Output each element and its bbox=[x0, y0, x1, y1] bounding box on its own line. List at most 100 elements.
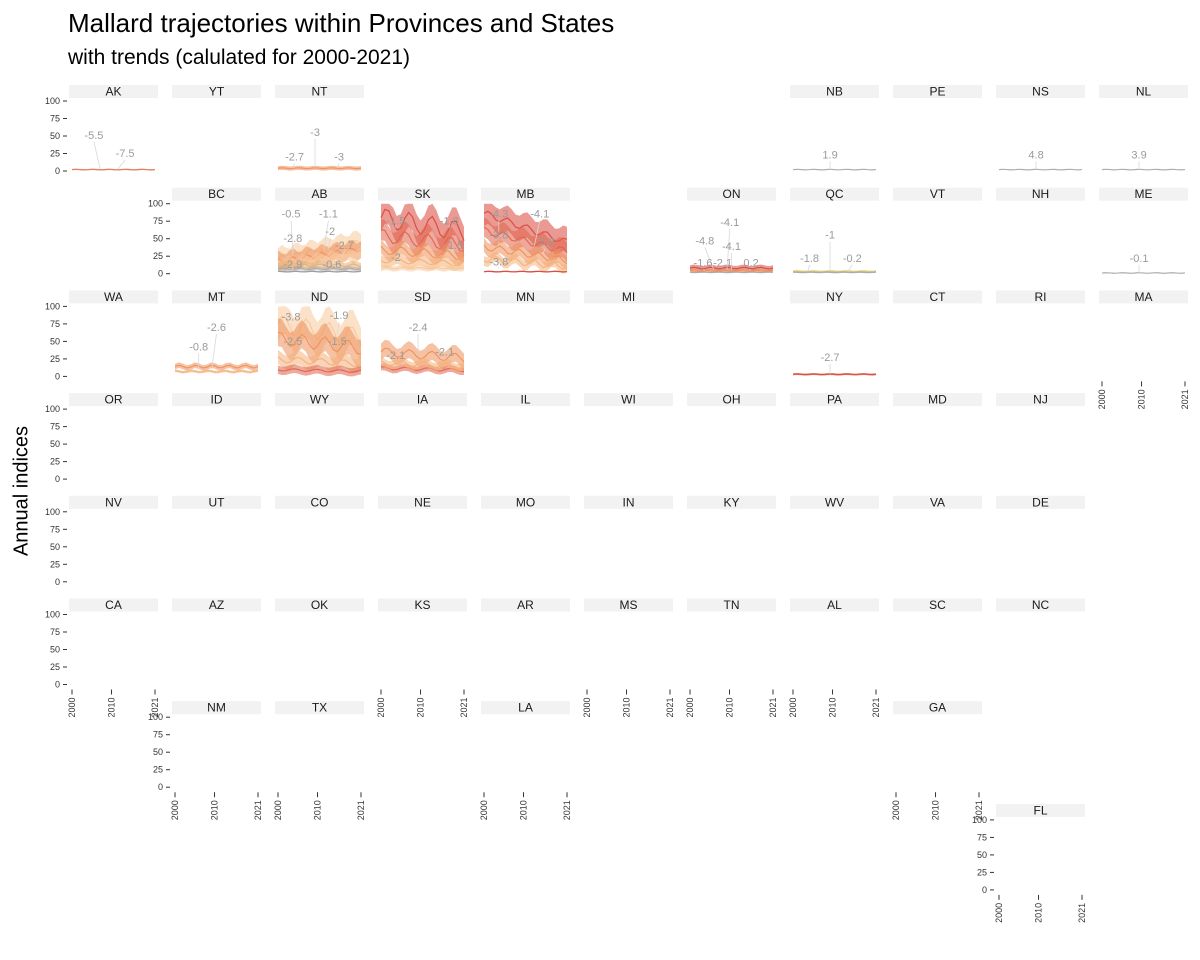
strip-bg bbox=[378, 598, 467, 612]
trend-label: -4.3 bbox=[489, 209, 508, 221]
panel-mt: MT -2.6 -0.8 bbox=[172, 290, 261, 374]
chart-subtitle: with trends (calulated for 2000-2021) bbox=[68, 46, 411, 69]
trend-label: -5.5 bbox=[84, 130, 103, 142]
panel-mb: MB -4.3 -4.1 -3.8 -3.6 -3.8 bbox=[481, 187, 570, 274]
y-tick-label: 0 bbox=[158, 782, 163, 792]
panel-ca: CA 0 25 50 75 100 2000 2010 2021 bbox=[45, 598, 160, 718]
x-tick-label: 2010 bbox=[931, 800, 941, 820]
panel-az: AZ bbox=[172, 598, 261, 612]
x-tick-label: 2021 bbox=[356, 800, 366, 820]
strip-label: NC bbox=[1032, 598, 1050, 612]
strip-label: VA bbox=[930, 495, 945, 509]
strip-label: AB bbox=[311, 187, 327, 201]
y-tick-label: 75 bbox=[977, 832, 987, 842]
y-tick-label: 50 bbox=[977, 850, 987, 860]
strip-label: UT bbox=[209, 495, 226, 509]
series-line bbox=[380, 245, 465, 260]
trend-label: 0.2 bbox=[743, 258, 758, 270]
trend-leader bbox=[749, 269, 752, 271]
panel-mo: MO bbox=[481, 495, 570, 509]
y-tick-label: 50 bbox=[50, 645, 60, 655]
panel-ms: MS 2000 2010 2021 bbox=[582, 598, 675, 718]
y-tick-label: 25 bbox=[977, 867, 987, 877]
panel-ab: AB -0.5 -1.1 -2.8 -2-2.7 -2.9 -0.6 bbox=[275, 187, 364, 273]
strip-bg bbox=[275, 393, 364, 407]
series-line bbox=[380, 257, 465, 267]
strip-bg bbox=[378, 187, 467, 201]
panel-ri: RI bbox=[996, 290, 1085, 304]
series-line bbox=[792, 271, 877, 274]
strip-label: ND bbox=[311, 290, 329, 304]
strip-bg bbox=[790, 495, 879, 509]
series-line bbox=[792, 168, 877, 171]
strip-bg bbox=[69, 290, 158, 304]
strip-bg bbox=[893, 290, 982, 304]
strip-label: NV bbox=[105, 495, 122, 509]
y-tick-label: 25 bbox=[50, 559, 60, 569]
strip-label: SD bbox=[414, 290, 431, 304]
strip-label: IL bbox=[520, 393, 530, 407]
panel-bc: BC 0 25 50 75 100 bbox=[148, 187, 261, 279]
strip-label: WI bbox=[621, 393, 636, 407]
strip-label: TX bbox=[312, 701, 327, 715]
trend-label: -2.4 bbox=[409, 322, 428, 334]
y-tick-label: 25 bbox=[50, 149, 60, 159]
trend-leader bbox=[726, 229, 731, 270]
strip-label: KY bbox=[723, 495, 739, 509]
trend-label: -1.5 bbox=[386, 216, 405, 228]
x-tick-label: 2000 bbox=[582, 698, 592, 718]
trend-label: -1.8 bbox=[800, 253, 819, 265]
y-tick-label: 0 bbox=[982, 885, 987, 895]
strip-bg bbox=[1099, 85, 1188, 98]
trend-label: -1.5 bbox=[444, 240, 463, 252]
trend-label: -2.1 bbox=[386, 350, 405, 362]
y-tick-label: 25 bbox=[50, 354, 60, 364]
strip-bg bbox=[172, 495, 261, 509]
strip-label: NE bbox=[414, 495, 431, 509]
strip-label: DE bbox=[1032, 495, 1049, 509]
trend-label: -0.6 bbox=[322, 259, 341, 271]
strip-bg bbox=[69, 598, 158, 612]
x-tick-label: 2010 bbox=[416, 698, 426, 718]
strip-bg bbox=[275, 85, 364, 98]
panel-sc: SC bbox=[893, 598, 982, 612]
strip-bg bbox=[790, 290, 879, 304]
strip-bg bbox=[275, 290, 364, 304]
strip-label: CO bbox=[311, 495, 329, 509]
panel-mn: MN bbox=[481, 290, 570, 304]
strip-bg bbox=[790, 393, 879, 407]
panel-nj: NJ bbox=[996, 393, 1085, 407]
y-tick-label: 0 bbox=[55, 166, 60, 176]
x-tick-label: 2010 bbox=[519, 800, 529, 820]
panel-tn: TN 2000 2010 2021 bbox=[685, 598, 778, 718]
panel-qc: QC -1 -1.8 -0.2 bbox=[790, 187, 879, 274]
series-ribbon bbox=[381, 356, 464, 373]
x-tick-label: 2021 bbox=[253, 800, 263, 820]
y-tick-label: 0 bbox=[55, 474, 60, 484]
y-tick-label: 25 bbox=[153, 765, 163, 775]
trend-leader bbox=[341, 251, 345, 257]
trend-label: -1 bbox=[825, 230, 835, 242]
strip-bg bbox=[893, 495, 982, 509]
y-tick-label: 75 bbox=[153, 730, 163, 740]
x-tick-label: 2021 bbox=[665, 698, 675, 718]
strip-label: ME bbox=[1135, 187, 1153, 201]
trend-leader bbox=[440, 358, 445, 360]
panel-id: ID bbox=[172, 393, 261, 407]
trend-leader bbox=[542, 248, 546, 253]
y-tick-label: 0 bbox=[158, 269, 163, 279]
y-tick-label: 75 bbox=[153, 216, 163, 226]
panel-pe: PE bbox=[893, 85, 982, 99]
strip-label: MB bbox=[517, 187, 535, 201]
trend-label: -2.6 bbox=[207, 322, 226, 334]
strip-label: MI bbox=[622, 290, 635, 304]
strip-label: ID bbox=[211, 393, 223, 407]
y-tick-label: 75 bbox=[50, 627, 60, 637]
y-tick-label: 50 bbox=[50, 336, 60, 346]
strip-label: AK bbox=[105, 85, 121, 99]
trend-label: 3.9 bbox=[1131, 149, 1146, 161]
strip-label: YT bbox=[209, 85, 225, 99]
y-tick-label: 25 bbox=[153, 251, 163, 261]
panel-al: AL 2000 2010 2021 bbox=[788, 598, 881, 718]
panel-or: OR 0 25 50 75 100 bbox=[45, 393, 158, 484]
